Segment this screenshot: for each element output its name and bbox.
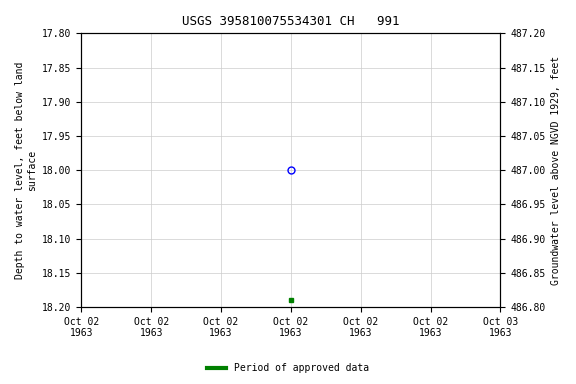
Legend: Period of approved data: Period of approved data: [203, 359, 373, 377]
Title: USGS 395810075534301 CH   991: USGS 395810075534301 CH 991: [182, 15, 400, 28]
Y-axis label: Groundwater level above NGVD 1929, feet: Groundwater level above NGVD 1929, feet: [551, 56, 561, 285]
Y-axis label: Depth to water level, feet below land
surface: Depth to water level, feet below land su…: [15, 61, 37, 279]
